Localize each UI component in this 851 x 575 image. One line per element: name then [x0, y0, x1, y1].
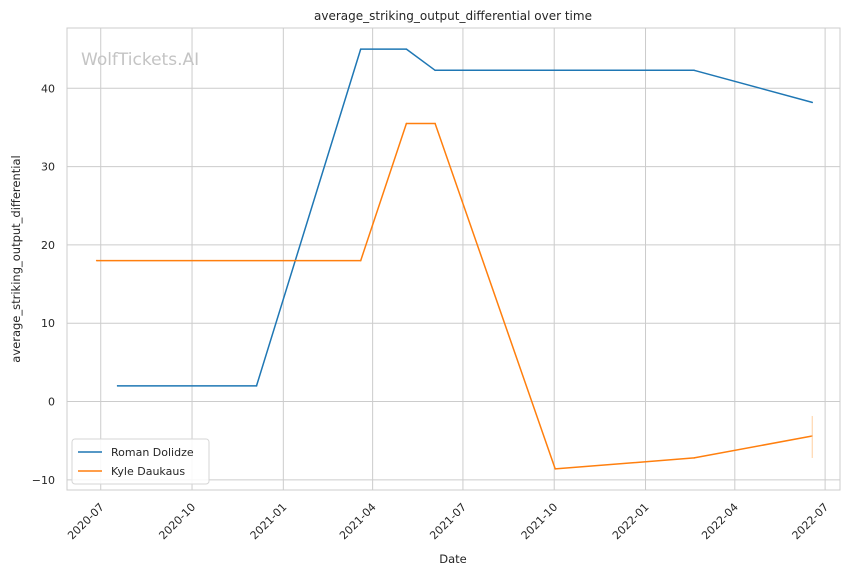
y-tick-label: 20 — [41, 239, 55, 252]
x-axis-label: Date — [439, 552, 467, 566]
data-point — [554, 468, 557, 470]
data-point — [359, 259, 362, 262]
series-layer — [95, 48, 814, 470]
legend-box — [71, 438, 210, 485]
y-tick-label: 30 — [41, 161, 55, 174]
data-point — [811, 101, 814, 104]
y-tick-label: −10 — [32, 474, 55, 487]
y-tick-label: 40 — [41, 82, 55, 95]
watermark: WolfTickets.AI — [81, 50, 199, 70]
data-point — [405, 48, 408, 50]
data-point — [116, 385, 119, 387]
legend: Roman Dolidze Kyle Daukaus — [71, 438, 210, 485]
grid — [67, 28, 840, 490]
y-axis-label: average_striking_output_differential — [9, 155, 23, 362]
legend-label: Roman Dolidze — [111, 446, 194, 459]
data-point — [693, 457, 695, 459]
legend-label: Kyle Daukaus — [111, 465, 185, 478]
data-point — [95, 259, 98, 262]
plot-frame — [66, 27, 841, 491]
data-point — [434, 122, 436, 125]
y-tick-labels: −10 0 10 20 30 40 — [32, 82, 55, 487]
data-point — [693, 69, 695, 72]
chart-title: average_striking_output_differential ove… — [314, 9, 592, 23]
data-point — [255, 385, 258, 387]
y-tick-label: 10 — [41, 317, 55, 330]
y-tick-label: 0 — [48, 396, 55, 409]
data-point — [405, 122, 408, 125]
data-point — [434, 69, 436, 72]
data-point — [359, 48, 362, 50]
